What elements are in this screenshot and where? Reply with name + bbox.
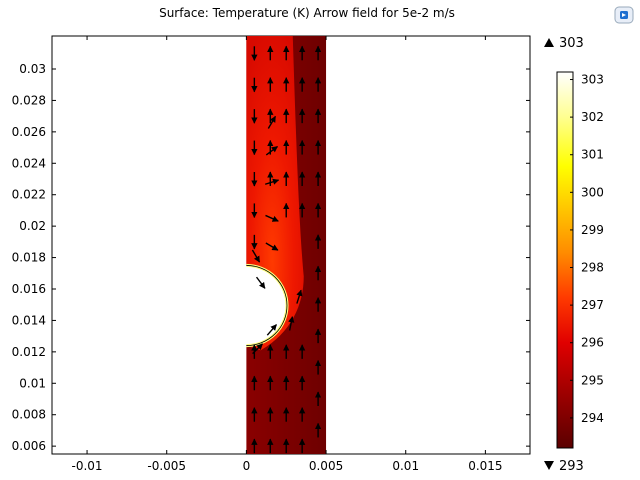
colorbar-tick-label: 295 xyxy=(581,373,604,387)
x-tick-label: -0.005 xyxy=(147,459,186,473)
y-tick-label: 0.022 xyxy=(12,188,46,202)
x-tick-label: 0.015 xyxy=(468,459,502,473)
velocity-arrow xyxy=(265,214,279,222)
y-tick-label: 0.028 xyxy=(12,93,46,107)
app-icon[interactable] xyxy=(614,6,634,24)
min-label: 293 xyxy=(559,459,584,474)
x-axis: -0.01 -0.005 0 0.005 0.01 0.015 xyxy=(72,36,503,473)
y-tick-label: 0.018 xyxy=(12,251,46,265)
y-tick-label: 0.012 xyxy=(12,345,46,359)
colorbar-tick-label: 297 xyxy=(581,298,604,312)
colorbar-tick-label: 302 xyxy=(581,110,604,124)
velocity-arrow xyxy=(264,178,280,185)
velocity-arrow xyxy=(267,115,277,129)
y-tick-label: 0.026 xyxy=(12,125,46,139)
y-axis: 0.006 0.008 0.01 0.012 0.014 0.016 0.018 0.02 0.… xyxy=(12,62,530,453)
y-tick-label: 0.024 xyxy=(12,156,46,170)
y-tick-label: 0.016 xyxy=(12,282,46,296)
y-tick-label: 0.014 xyxy=(12,313,46,327)
x-tick-label: 0.005 xyxy=(309,459,343,473)
colorbar-ticks: 294 295 296 297 298 299 300 301 302 303 xyxy=(570,73,604,425)
colorbar-tick-label: 294 xyxy=(581,411,604,425)
colorbar-tick-label: 300 xyxy=(581,185,604,199)
x-tick-label: 0 xyxy=(243,459,251,473)
max-label: 303 xyxy=(559,36,584,51)
chart-title: Surface: Temperature (K) Arrow field for… xyxy=(159,6,455,20)
max-triangle-icon xyxy=(544,38,554,47)
velocity-arrow xyxy=(265,242,279,251)
y-tick-label: 0.02 xyxy=(19,219,46,233)
hot-fluid-region xyxy=(246,36,304,351)
colorbar-tick-label: 301 xyxy=(581,148,604,162)
velocity-arrow xyxy=(251,249,261,263)
max-indicator: 303 xyxy=(544,36,584,51)
velocity-arrow xyxy=(288,316,295,331)
min-indicator: 293 xyxy=(544,459,584,474)
colorbar-tick-label: 298 xyxy=(581,261,604,275)
y-tick-label: 0.01 xyxy=(19,376,46,390)
y-tick-label: 0.03 xyxy=(19,62,46,76)
arrow-field xyxy=(251,45,322,454)
colorbar-tick-label: 299 xyxy=(581,223,604,237)
x-tick-label: -0.01 xyxy=(72,459,103,473)
velocity-arrow xyxy=(265,145,278,156)
plot-content xyxy=(246,36,327,454)
min-triangle-icon xyxy=(544,461,554,470)
velocity-arrow xyxy=(266,324,277,336)
y-tick-label: 0.006 xyxy=(12,439,46,453)
y-tick-label: 0.008 xyxy=(12,408,46,422)
colorbar-tick-label: 303 xyxy=(581,73,604,87)
x-tick-label: 0.01 xyxy=(392,459,419,473)
colorbar xyxy=(556,71,574,449)
velocity-arrow xyxy=(296,289,303,304)
velocity-arrow xyxy=(255,276,266,289)
heated-wall-core xyxy=(246,265,288,346)
colorbar-tick-label: 296 xyxy=(581,336,604,350)
